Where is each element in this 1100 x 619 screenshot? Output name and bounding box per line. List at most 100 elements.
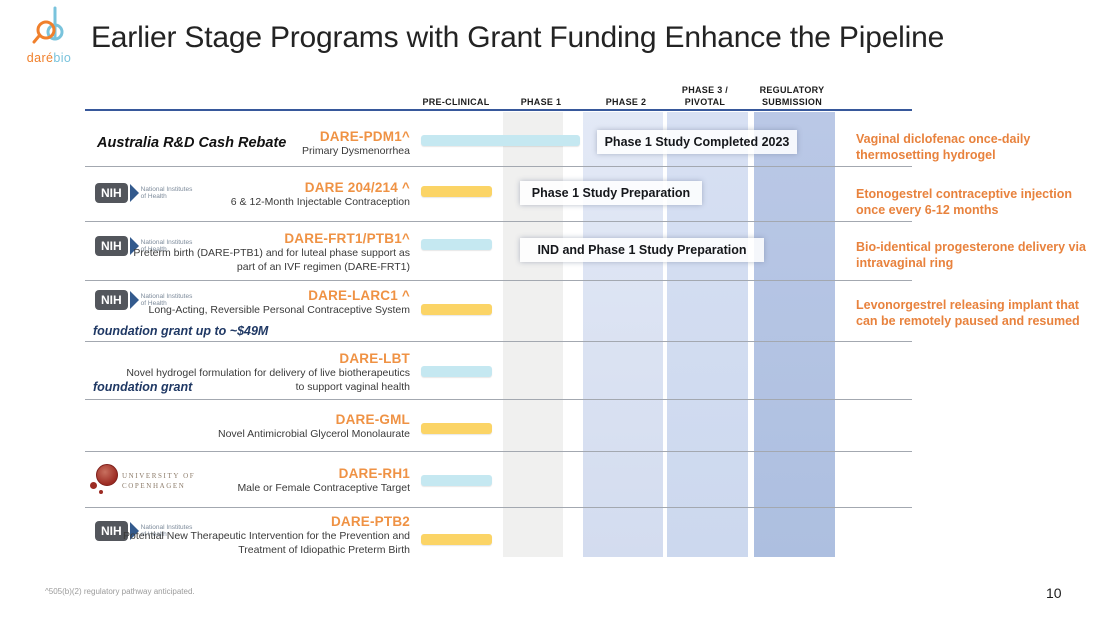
row-separator [85, 451, 912, 452]
column-header-line: REGULATORY [759, 84, 825, 95]
pipeline-row-dare-ptb2: NIH National Institutes of Health DARE-P… [0, 508, 1100, 557]
column-header-line: PRE-CLINICAL [422, 96, 490, 107]
row-separator [85, 221, 912, 222]
progress-bar [421, 304, 492, 315]
program-block: DARE-FRT1/PTB1^ Preterm birth (DARE-PTB1… [120, 231, 410, 274]
program-name: DARE-GML [335, 412, 410, 427]
program-block: DARE 204/214 ^ 6 & 12-Month Injectable C… [120, 180, 410, 210]
progress-bar [421, 366, 492, 377]
nih-caption-line: National Institutes [140, 185, 193, 193]
row-separator [85, 166, 912, 167]
nih-caption-line: National Institutes [140, 238, 193, 246]
darebio-logo: darébio [14, 6, 84, 65]
column-header-phase-2: PHASE 2 [584, 76, 668, 108]
program-name: DARE-LBT [339, 351, 410, 366]
column-header-line: PHASE 1 [520, 96, 562, 107]
program-subtitle: Novel hydrogel formulation for delivery … [126, 367, 410, 393]
nih-caption-line: of Health [140, 300, 167, 307]
program-block: DARE-GML Novel Antimicrobial Glycerol Mo… [120, 412, 410, 442]
column-header-line: SUBMISSION [761, 96, 822, 107]
program-subtitle: Preterm birth (DARE-PTB1) and for luteal… [133, 247, 410, 273]
row-separator [85, 399, 912, 400]
row-separator [85, 341, 912, 342]
status-box: IND and Phase 1 Study Preparation [520, 238, 764, 262]
copenhagen-seal-icon [88, 464, 122, 498]
column-header-line: PIVOTAL [684, 96, 726, 107]
copenhagen-seal-circle [96, 464, 118, 486]
program-name: DARE-RH1 [338, 466, 410, 481]
row-separator [85, 507, 912, 508]
nih-caption-line: National Institutes [140, 292, 193, 300]
status-box: Phase 1 Study Preparation [520, 181, 702, 205]
row-separator [85, 280, 912, 281]
darebio-logo-text: darébio [14, 51, 84, 65]
nih-logo-acronym: NIH [95, 236, 128, 256]
university-of-copenhagen-logo: UNIVERSITY OF COPENHAGEN [88, 464, 195, 498]
progress-bar [421, 239, 492, 250]
pipeline-row-dare-rh1: UNIVERSITY OF COPENHAGEN DARE-RH1 Male o… [0, 452, 1100, 508]
program-block: DARE-LBT Novel hydrogel formulation for … [120, 351, 410, 394]
grant-source-label: Australia R&D Cash Rebate [97, 135, 287, 151]
copenhagen-text-line: COPENHAGEN [122, 482, 186, 490]
foundation-grant-note: foundation grant [93, 380, 193, 394]
nih-logo-acronym: NIH [95, 290, 128, 310]
program-block: DARE-PDM1^ Primary Dysmenorrhea [120, 129, 410, 159]
slide-title: Earlier Stage Programs with Grant Fundin… [91, 21, 945, 54]
nih-logo-acronym: NIH [95, 521, 128, 541]
page-number: 10 [1046, 585, 1062, 601]
pipeline-row-dare-lbt: foundation grant DARE-LBT Novel hydrogel… [0, 342, 1100, 400]
foundation-grant-note: foundation grant up to ~$49M [93, 324, 269, 338]
progress-bar [421, 475, 492, 486]
copenhagen-text-line: UNIVERSITY OF [122, 471, 196, 480]
program-subtitle: Novel Antimicrobial Glycerol Monolaurate [218, 428, 410, 440]
program-subtitle: Long-Acting, Reversible Personal Contrac… [148, 304, 410, 316]
status-box: Phase 1 Study Completed 2023 [597, 130, 797, 154]
header-underline [85, 109, 912, 111]
nih-logo-chevron-icon [129, 291, 139, 309]
nih-logo: NIH National Institutes of Health [95, 236, 192, 256]
program-description: Bio-identical progesterone delivery via … [856, 240, 1086, 271]
program-name: DARE 204/214 ^ [304, 180, 410, 195]
pipeline-row-dare-pdm1: Australia R&D Cash Rebate DARE-PDM1^ Pri… [0, 122, 1100, 167]
column-header-line: PHASE 2 [605, 96, 647, 107]
program-name: DARE-FRT1/PTB1^ [284, 231, 410, 246]
column-header-phase-3-pivotal: PHASE 3 /PIVOTAL [671, 76, 739, 108]
nih-logo-caption: National Institutes of Health [141, 186, 193, 201]
column-header-pre-clinical: PRE-CLINICAL [408, 76, 504, 108]
program-block: DARE-PTB2 Potential New Therapeutic Inte… [120, 514, 410, 557]
column-header-regulatory-submission: REGULATORY SUBMISSION [746, 76, 838, 108]
brand-dare: daré [26, 51, 54, 65]
nih-caption-line: National Institutes [140, 523, 193, 531]
darebio-logo-icon [32, 6, 64, 44]
program-description: Levonorgestrel releasing implant that ca… [856, 298, 1080, 329]
nih-logo: NIH National Institutes of Health [95, 521, 192, 541]
pipeline-row-dare-larc1: NIH National Institutes of Health founda… [0, 281, 1100, 342]
nih-caption-line: of Health [140, 531, 167, 538]
program-description: Vaginal diclofenac once-daily thermosett… [856, 132, 1031, 163]
program-name: DARE-LARC1 ^ [308, 288, 410, 303]
nih-logo-chevron-icon [129, 522, 139, 540]
program-subtitle: Primary Dysmenorrhea [302, 145, 410, 157]
program-description: Etonogestrel contraceptive injection onc… [856, 187, 1073, 218]
nih-logo-caption: National Institutes of Health [141, 524, 193, 539]
program-name: DARE-PDM1^ [319, 129, 410, 144]
nih-logo-chevron-icon [129, 237, 139, 255]
regulatory-submission-column-band [754, 112, 835, 557]
progress-bar [421, 423, 492, 434]
progress-bar [421, 135, 580, 146]
program-subtitle: 6 & 12-Month Injectable Contraception [230, 196, 410, 208]
copenhagen-seal-dot [99, 490, 103, 494]
pipeline-row-dare-frt1-ptb1: NIH National Institutes of Health DARE-F… [0, 222, 1100, 281]
nih-logo-acronym: NIH [95, 183, 128, 203]
column-header-phase-1: PHASE 1 [499, 76, 583, 108]
copenhagen-logo-text: UNIVERSITY OF COPENHAGEN [122, 471, 195, 492]
nih-logo: NIH National Institutes of Health [95, 183, 192, 203]
pipeline-row-dare-gml: DARE-GML Novel Antimicrobial Glycerol Mo… [0, 400, 1100, 452]
program-block: DARE-RH1 Male or Female Contraceptive Ta… [120, 466, 410, 496]
brand-bio: bio [53, 51, 72, 65]
progress-bar [421, 534, 492, 545]
nih-logo: NIH National Institutes of Health [95, 290, 192, 310]
pipeline-row-dare-204-214: NIH National Institutes of Health DARE 2… [0, 167, 1100, 222]
nih-logo-caption: National Institutes of Health [141, 293, 193, 308]
